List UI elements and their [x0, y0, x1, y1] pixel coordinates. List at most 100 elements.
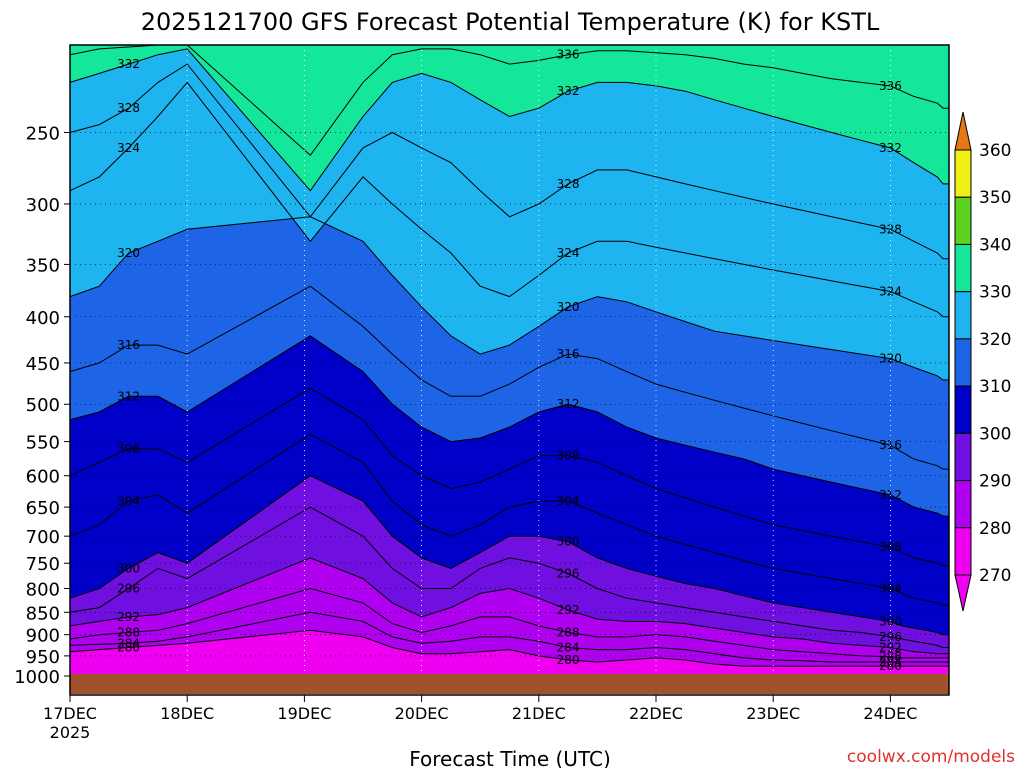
colorbar-segment-330 [954, 291, 972, 340]
colorbar-segment-350 [954, 196, 972, 245]
contour-label-312: 312 [879, 488, 902, 502]
x-tick-label-22DEC: 22DEC [629, 704, 683, 723]
x-tick-label-21DEC: 21DEC [512, 704, 566, 723]
y-tick-label-350: 350 [26, 255, 60, 276]
contour-label-316: 316 [557, 347, 580, 361]
contour-label-308: 308 [557, 449, 580, 463]
colorbar-segment-340 [954, 243, 972, 293]
contour-label-300: 300 [879, 614, 902, 628]
y-tick-label-250: 250 [26, 123, 60, 144]
x-tick-label-19DEC: 19DEC [277, 704, 331, 723]
credit-link[interactable]: coolwx.com/models [847, 747, 1015, 767]
x-tick-sublabel-17DEC: 2025 [50, 723, 91, 742]
y-tick-label-1000: 1000 [14, 667, 60, 688]
contour-label-328: 328 [879, 222, 902, 236]
y-tick-label-600: 600 [26, 467, 60, 488]
y-tick-label-800: 800 [26, 580, 60, 601]
contour-label-296: 296 [557, 567, 580, 581]
contour-label-328: 328 [117, 101, 140, 115]
x-tick-label-18DEC: 18DEC [160, 704, 214, 723]
contour-label-292: 292 [117, 610, 140, 624]
contour-280 [69, 629, 949, 667]
contour-label-316: 316 [117, 338, 140, 352]
contour-label-336: 336 [557, 48, 580, 62]
colorbar-label-280: 280 [979, 519, 1011, 539]
contour-label-284: 284 [879, 655, 902, 669]
x-tick-label-20DEC: 20DEC [395, 704, 449, 723]
contour-336 [69, 44, 949, 157]
y-tick-label-450: 450 [26, 354, 60, 375]
y-tick-label-400: 400 [26, 308, 60, 329]
contour-label-320: 320 [879, 352, 902, 366]
contour-label-308: 308 [117, 442, 140, 456]
contour-312 [69, 335, 949, 517]
colorbar-label-310: 310 [979, 377, 1011, 397]
colorbar-segment-320 [954, 338, 972, 387]
contour-label-280: 280 [879, 659, 902, 673]
chart-title: 2025121700 GFS Forecast Potential Temper… [141, 8, 880, 36]
fill-above-336 [70, 45, 949, 156]
contour-label-292: 292 [879, 641, 902, 655]
contour-label-280: 280 [117, 641, 140, 655]
colorbar-segment-290 [954, 480, 972, 529]
colorbar-label-330: 330 [979, 283, 1011, 303]
contour-label-296: 296 [117, 582, 140, 596]
contour-label-312: 312 [557, 397, 580, 411]
contour-332 [69, 48, 949, 192]
contour-328 [69, 63, 949, 260]
y-tick-label-300: 300 [26, 195, 60, 216]
y-tick-label-500: 500 [26, 395, 60, 416]
contour-label-332: 332 [879, 141, 902, 155]
contour-label-320: 320 [117, 246, 140, 260]
potential-temperature-fill-layers [70, 45, 949, 676]
colorbar-label-290: 290 [979, 472, 1011, 492]
contour-label-288: 288 [879, 650, 902, 664]
contour-label-284: 284 [557, 641, 580, 655]
contour-label-320: 320 [557, 300, 580, 314]
colorbar-segment-280 [954, 527, 972, 576]
contour-label-280: 280 [557, 653, 580, 667]
contour-label-332: 332 [557, 84, 580, 98]
colorbar-arrow-bottom [954, 574, 972, 612]
contour-label-324: 324 [557, 246, 580, 260]
colorbar-label-270: 270 [979, 566, 1011, 586]
y-tick-label-650: 650 [26, 498, 60, 519]
y-tick-label-700: 700 [26, 527, 60, 548]
contour-label-324: 324 [117, 141, 140, 155]
contour-label-308: 308 [879, 540, 902, 554]
contour-label-288: 288 [117, 626, 140, 640]
contour-label-300: 300 [117, 561, 140, 575]
colorbar-label-300: 300 [979, 424, 1011, 444]
y-tick-label-850: 850 [26, 603, 60, 624]
colorbar-label-360: 360 [979, 141, 1011, 161]
x-tick-label-24DEC: 24DEC [863, 704, 917, 723]
contour-label-304: 304 [117, 494, 140, 508]
contour-label-288: 288 [557, 626, 580, 640]
plot-frame [69, 44, 950, 696]
contour-label-332: 332 [117, 57, 140, 71]
colorbar-segment-310 [954, 385, 972, 434]
contour-label-312: 312 [117, 389, 140, 403]
colorbar-label-320: 320 [979, 330, 1011, 350]
contour-label-296: 296 [879, 630, 902, 644]
colorbar-label-350: 350 [979, 188, 1011, 208]
y-axis-ticks: 2503003504004505005506006507007508008509… [14, 123, 70, 688]
colorbar: 270 280 290 300 310 320 330 340 350 360 [954, 111, 1011, 612]
colorbar-arrow-top [954, 111, 972, 151]
contour-308 [69, 387, 949, 567]
y-tick-label-750: 750 [26, 554, 60, 575]
y-tick-label-950: 950 [26, 647, 60, 668]
y-tick-label-550: 550 [26, 433, 60, 454]
contour-324 [69, 81, 949, 318]
contour-label-300: 300 [557, 535, 580, 549]
colorbar-segment-300 [954, 432, 972, 482]
y-tick-label-900: 900 [26, 626, 60, 647]
x-axis-label: Forecast Time (UTC) [409, 747, 611, 768]
x-tick-label-23DEC: 23DEC [746, 704, 800, 723]
contour-316 [69, 285, 949, 470]
contour-label-284: 284 [117, 636, 140, 650]
contour-304 [69, 433, 949, 606]
